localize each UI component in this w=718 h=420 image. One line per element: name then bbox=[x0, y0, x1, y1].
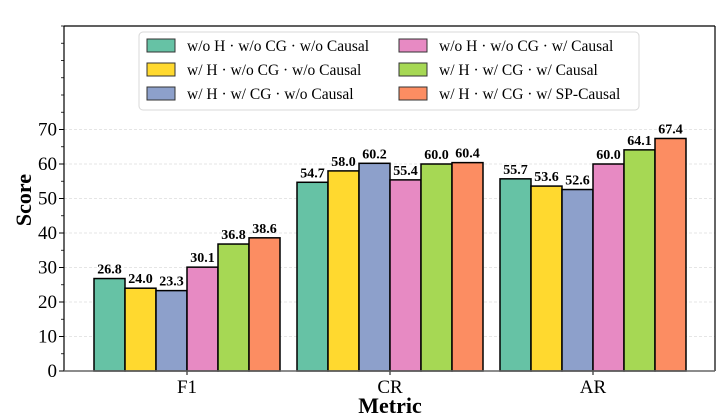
bar bbox=[451, 161, 484, 372]
y-tick-label: 0 bbox=[48, 361, 58, 382]
axes: F1 CR AR 0 10 20 30 40 50 60 70 bbox=[38, 25, 716, 398]
legend-label: w/ H · w/ CG · w/o Causal bbox=[187, 86, 354, 103]
bar-value-label: 53.6 bbox=[534, 170, 559, 185]
x-tick-label: CR bbox=[377, 377, 403, 398]
bar-value-label: 60.0 bbox=[596, 148, 621, 163]
y-axis-title: Score bbox=[11, 174, 36, 226]
bar bbox=[499, 178, 532, 372]
y-tick-label: 20 bbox=[38, 292, 57, 313]
legend-label: w/o H · w/o CG · w/o Causal bbox=[187, 38, 369, 55]
bar bbox=[561, 188, 594, 372]
bar-value-label: 58.0 bbox=[331, 155, 356, 170]
x-tick-label: AR bbox=[580, 377, 607, 398]
bar-value-label: 23.3 bbox=[159, 275, 184, 290]
bar-value-label: 54.7 bbox=[300, 166, 325, 181]
x-axis-title: Metric bbox=[358, 393, 422, 418]
bar bbox=[389, 179, 422, 372]
y-tick-label: 10 bbox=[38, 327, 57, 348]
bar bbox=[217, 243, 250, 372]
bar-value-label: 24.0 bbox=[128, 272, 153, 287]
legend: w/o H · w/o CG · w/o Causal w/ H · w/o CG… bbox=[138, 31, 640, 111]
bar bbox=[654, 137, 687, 372]
bar bbox=[124, 287, 157, 372]
bar-value-label: 60.0 bbox=[424, 148, 449, 163]
y-tick-label: 60 bbox=[38, 154, 57, 175]
bar-value-label: 60.4 bbox=[455, 147, 480, 162]
legend-box bbox=[138, 31, 640, 111]
bar bbox=[248, 237, 281, 372]
y-tick-label: 50 bbox=[38, 189, 57, 210]
y-tick-label: 30 bbox=[38, 258, 57, 279]
bar-value-label: 38.6 bbox=[252, 222, 277, 237]
legend-swatch bbox=[398, 62, 428, 77]
legend-swatch bbox=[398, 38, 428, 53]
legend-swatch bbox=[146, 86, 176, 101]
legend-label: w/o H · w/o CG · w/ Causal bbox=[439, 38, 613, 55]
bar bbox=[93, 277, 126, 372]
bar-value-label: 36.8 bbox=[221, 228, 246, 243]
bar bbox=[327, 170, 360, 372]
bar-value-label: 55.7 bbox=[503, 163, 528, 178]
bar-value-label: 55.4 bbox=[393, 164, 418, 179]
legend-label: w/ H · w/o CG · w/o Causal bbox=[187, 62, 361, 79]
data-labels: 26.8 24.0 23.3 30.1 36.8 38.6 54.7 58.0 60.2 55.4… bbox=[97, 122, 683, 289]
y-tick-label: 40 bbox=[38, 223, 57, 244]
legend-swatch bbox=[146, 38, 176, 53]
bar bbox=[358, 162, 391, 372]
bar bbox=[623, 149, 656, 372]
bar-value-label: 60.2 bbox=[362, 147, 387, 162]
legend-swatch bbox=[398, 86, 428, 101]
bar bbox=[155, 289, 188, 372]
legend-swatch bbox=[146, 62, 176, 77]
bar-value-label: 64.1 bbox=[627, 134, 652, 149]
bar-value-label: 26.8 bbox=[97, 263, 122, 278]
bars bbox=[93, 137, 687, 372]
y-tick-label: 70 bbox=[38, 120, 57, 141]
bar bbox=[530, 185, 563, 372]
bar bbox=[592, 163, 625, 372]
bar bbox=[186, 266, 219, 372]
x-tick-label: F1 bbox=[177, 377, 197, 398]
bar-value-label: 30.1 bbox=[190, 251, 215, 266]
legend-label: w/ H · w/ CG · w/ Causal bbox=[439, 62, 598, 79]
bar-value-label: 67.4 bbox=[658, 122, 683, 137]
legend-label: w/ H · w/ CG · w/ SP-Causal bbox=[439, 86, 620, 103]
bar bbox=[420, 163, 453, 372]
bar bbox=[296, 181, 329, 372]
bar-value-label: 52.6 bbox=[565, 174, 590, 189]
